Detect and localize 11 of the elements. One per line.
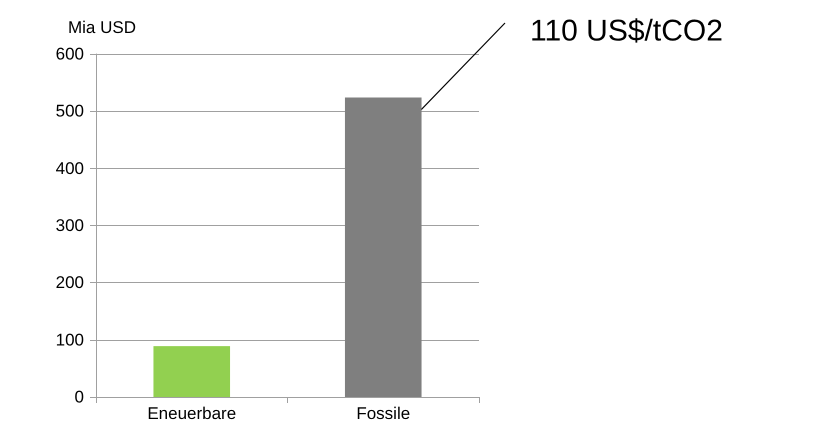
text: 110 US$/tCO2	[530, 14, 723, 48]
y-tick-label: 200	[56, 273, 84, 292]
y-tick-label: 400	[56, 158, 84, 178]
y-tick-label: 600	[56, 44, 84, 64]
y-tick-label: 0	[74, 388, 84, 406]
y-tick-label: 500	[56, 102, 84, 121]
y-tick-label: 300	[56, 216, 84, 235]
x-tick-label: Fossile	[356, 404, 410, 423]
y-tick-label: 100	[56, 330, 84, 350]
x-tick-label: Eneuerbare	[147, 404, 236, 423]
y-axis-title: Mia USD	[68, 18, 136, 37]
